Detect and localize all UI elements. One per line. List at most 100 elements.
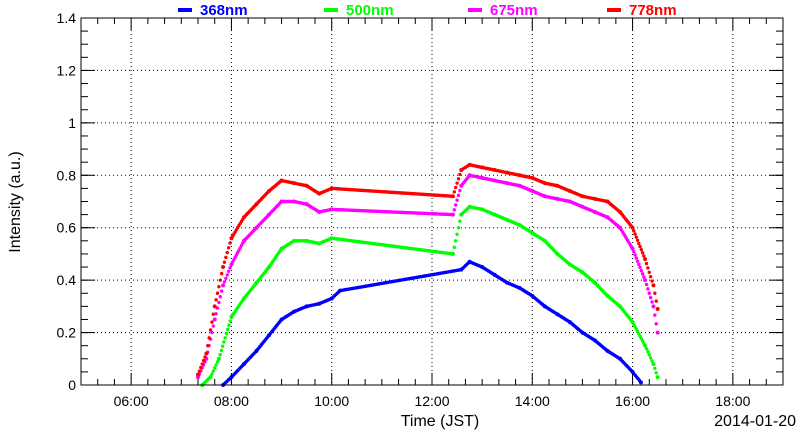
series-500nm — [200, 204, 660, 387]
data-point — [648, 295, 653, 300]
data-point — [458, 172, 462, 177]
data-point — [455, 232, 459, 236]
data-point — [452, 208, 456, 212]
data-point — [211, 324, 216, 328]
data-point — [208, 375, 213, 380]
data-point — [218, 352, 222, 357]
data-point — [223, 336, 227, 340]
data-point — [204, 351, 209, 356]
data-point — [207, 336, 211, 340]
series-675nm — [196, 173, 660, 380]
series-368nm — [221, 259, 643, 387]
x-tick-label: 14:00 — [515, 393, 550, 409]
data-point — [456, 177, 461, 181]
y-tick-label: 1 — [68, 115, 76, 131]
data-point — [220, 344, 225, 348]
data-point — [225, 250, 229, 255]
data-point — [639, 269, 644, 273]
data-point — [647, 270, 651, 274]
data-point — [637, 241, 641, 246]
data-point — [456, 193, 461, 198]
data-point — [201, 358, 206, 363]
x-tick-label: 16:00 — [615, 393, 650, 409]
data-point — [635, 238, 640, 242]
data-point — [630, 225, 635, 230]
data-point — [638, 265, 642, 270]
data-point — [632, 229, 636, 233]
x-tick-label: 12:00 — [414, 393, 449, 409]
data-point — [224, 331, 229, 336]
data-point — [642, 275, 646, 279]
data-point — [643, 343, 648, 348]
data-point — [655, 306, 660, 311]
data-point — [213, 366, 217, 370]
data-point — [221, 265, 226, 270]
y-axis-label: Intensity (a.u.) — [7, 151, 24, 252]
x-tick-label: 08:00 — [214, 393, 249, 409]
data-point — [633, 253, 637, 257]
data-point — [452, 245, 456, 250]
data-series — [196, 162, 660, 387]
legend: 368nm 500nm 675nm 778nm — [178, 2, 677, 19]
data-point — [215, 360, 220, 364]
data-point — [646, 266, 650, 270]
data-point — [453, 239, 458, 243]
x-tick-label: 18:00 — [715, 393, 750, 409]
plot-frame — [80, 17, 784, 386]
data-point — [632, 250, 636, 254]
legend-label-675nm: 675nm — [490, 2, 538, 19]
data-point — [217, 300, 221, 305]
y-tick-label: 0.8 — [57, 167, 77, 183]
data-point — [218, 278, 222, 282]
data-point — [225, 327, 230, 332]
data-point — [208, 328, 213, 332]
data-point — [456, 226, 461, 230]
data-point — [214, 312, 218, 316]
data-point — [637, 262, 641, 267]
data-point — [219, 348, 224, 353]
data-point — [653, 291, 657, 295]
data-point — [222, 260, 227, 264]
data-point — [642, 254, 646, 258]
data-point — [650, 300, 654, 304]
data-point — [638, 244, 642, 249]
data-point — [646, 287, 650, 291]
data-point — [224, 255, 228, 260]
data-point — [648, 356, 653, 360]
data-point — [651, 362, 656, 367]
data-point — [212, 317, 217, 322]
data-point — [203, 355, 207, 359]
data-point — [644, 282, 649, 287]
y-tick-label: 1.2 — [57, 62, 77, 78]
grid-lines — [81, 18, 783, 385]
axis-ticks: 06:00 08:00 10:00 12:00 14:00 16:00 18:00 0 0.2 0… — [57, 10, 784, 409]
data-point — [216, 356, 221, 361]
data-point — [212, 304, 217, 309]
data-point — [228, 319, 232, 323]
data-point — [653, 313, 657, 317]
data-point — [218, 295, 222, 299]
data-point — [224, 276, 228, 281]
data-point — [654, 322, 658, 326]
data-point — [654, 299, 658, 303]
data-point — [219, 271, 224, 276]
data-point — [651, 304, 656, 309]
data-point — [210, 372, 214, 376]
data-point — [644, 347, 649, 351]
y-tick-label: 0.4 — [57, 272, 77, 288]
data-point — [458, 219, 462, 223]
legend-label-778nm: 778nm — [629, 2, 677, 19]
data-point — [217, 284, 221, 289]
data-point — [650, 279, 654, 283]
data-point — [211, 369, 216, 373]
data-point — [655, 375, 660, 380]
data-point — [453, 185, 458, 190]
data-point — [197, 369, 202, 373]
data-point — [650, 359, 654, 363]
data-point — [455, 181, 459, 185]
data-point — [653, 366, 657, 371]
data-point — [221, 283, 226, 288]
data-point — [200, 362, 204, 366]
data-point — [647, 291, 651, 295]
